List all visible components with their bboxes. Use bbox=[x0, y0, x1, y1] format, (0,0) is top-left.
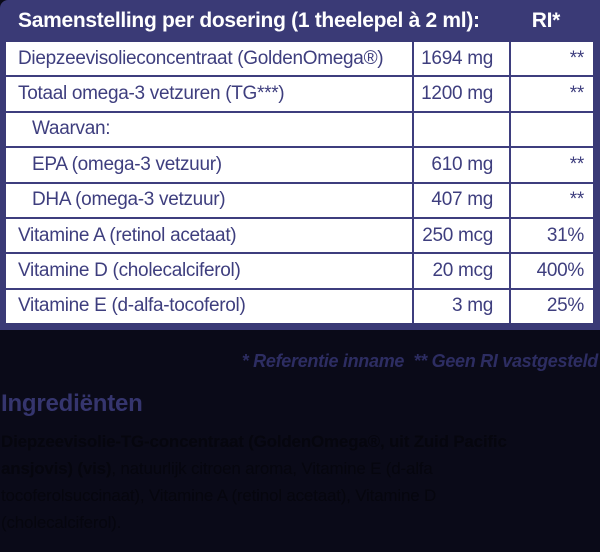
row-ri-value: 31% bbox=[509, 218, 593, 253]
row-label: Diepzeevisolieconcentraat (GoldenOmega®) bbox=[18, 47, 384, 69]
row-ri-value: ** bbox=[509, 77, 593, 111]
row-ri-value: ** bbox=[509, 148, 593, 182]
table-row: DHA (omega-3 vetzuur) 407 mg ** bbox=[6, 181, 593, 217]
row-ri-value bbox=[509, 112, 593, 147]
row-amount: 3 mg bbox=[412, 289, 509, 323]
ingredients-regular-segment: , natuurlijk citroen aroma, Vitamine E (… bbox=[1, 459, 437, 532]
row-ri-value: ** bbox=[509, 183, 593, 217]
row-amount: 1200 mg bbox=[412, 77, 509, 111]
row-ri-value: 25% bbox=[509, 289, 593, 323]
composition-table-header: Samenstelling per dosering (1 theelepel … bbox=[0, 0, 600, 42]
row-amount: 20 mcg bbox=[412, 254, 509, 288]
table-row: Vitamine D (cholecalciferol) 20 mcg 400% bbox=[6, 252, 593, 288]
table-row: Vitamine A (retinol acetaat) 250 mcg 31% bbox=[6, 216, 593, 253]
row-label: Vitamine E (d-alfa-tocoferol) bbox=[18, 295, 246, 317]
table-row: EPA (omega-3 vetzuur) 610 mg ** bbox=[6, 146, 593, 182]
row-label: Vitamine D (cholecalciferol) bbox=[18, 259, 241, 281]
row-ri-value: 400% bbox=[509, 254, 593, 288]
row-label: DHA (omega-3 vetzuur) bbox=[32, 189, 226, 211]
table-row: Totaal omega-3 vetzuren (TG***) 1200 mg … bbox=[6, 75, 593, 111]
table-row: Waarvan: bbox=[6, 110, 593, 147]
row-label: EPA (omega-3 vetzuur) bbox=[32, 153, 222, 175]
reference-intake-footnote: * Referentie inname ** Geen RI vastgeste… bbox=[241, 351, 599, 371]
composition-table-title: Samenstelling per dosering (1 theelepel … bbox=[18, 9, 480, 32]
ingredients-paragraph: Diepzeevisolie-TG-concentraat (GoldenOme… bbox=[1, 428, 557, 536]
row-label: Waarvan: bbox=[32, 118, 111, 140]
row-ri-value: ** bbox=[509, 42, 593, 76]
row-amount: 1694 mg bbox=[412, 42, 509, 76]
row-label: Totaal omega-3 vetzuren (TG***) bbox=[18, 83, 285, 105]
composition-table-body: Diepzeevisolieconcentraat (GoldenOmega®)… bbox=[0, 42, 600, 330]
ingredients-bold-segment: Diepzeevisolie-TG-concentraat (GoldenOme… bbox=[1, 432, 507, 478]
row-amount: 250 mcg bbox=[412, 218, 509, 253]
row-label: Vitamine A (retinol acetaat) bbox=[18, 224, 237, 246]
table-row: Vitamine E (d-alfa-tocoferol) 3 mg 25% bbox=[6, 287, 593, 323]
table-row: Diepzeevisolieconcentraat (GoldenOmega®)… bbox=[6, 42, 593, 76]
ingredients-heading: Ingrediënten bbox=[1, 390, 143, 417]
row-amount bbox=[412, 112, 509, 147]
row-amount: 610 mg bbox=[412, 148, 509, 182]
row-amount: 407 mg bbox=[412, 183, 509, 217]
ri-column-header: RI* bbox=[531, 9, 561, 32]
